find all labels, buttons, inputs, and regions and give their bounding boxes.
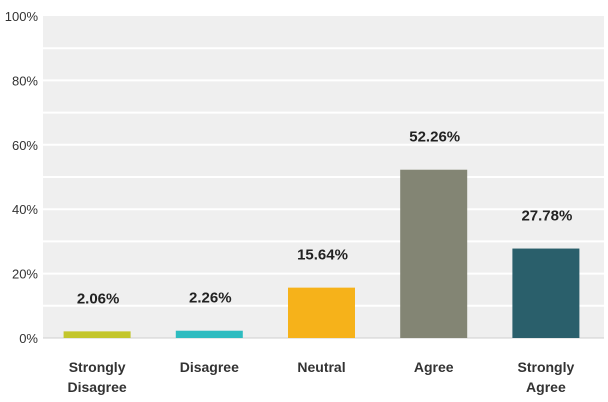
y-tick-label: 100% (5, 9, 39, 24)
data-label: 2.06% (77, 290, 120, 307)
bar (288, 287, 355, 338)
x-tick-label: Disagree (180, 359, 239, 375)
x-tick-label: Strongly (518, 359, 575, 375)
x-tick-label: Disagree (68, 379, 127, 395)
y-tick-label: 80% (12, 73, 38, 88)
y-tick-label: 60% (12, 138, 38, 153)
bar (512, 248, 580, 338)
x-tick-label: Neutral (297, 359, 345, 375)
data-label: 52.26% (409, 129, 460, 146)
y-tick-label: 40% (12, 202, 38, 217)
data-label: 27.78% (521, 208, 572, 225)
bar (175, 330, 243, 338)
x-tick-label: Agree (526, 379, 566, 395)
y-tick-label: 0% (19, 331, 38, 346)
bar (400, 169, 468, 338)
data-label: 15.64% (297, 247, 348, 264)
y-tick-label: 20% (12, 267, 38, 282)
data-label: 2.26% (189, 290, 232, 307)
bar (63, 331, 131, 338)
x-tick-label: Strongly (69, 359, 126, 375)
x-tick-label: Agree (414, 359, 454, 375)
